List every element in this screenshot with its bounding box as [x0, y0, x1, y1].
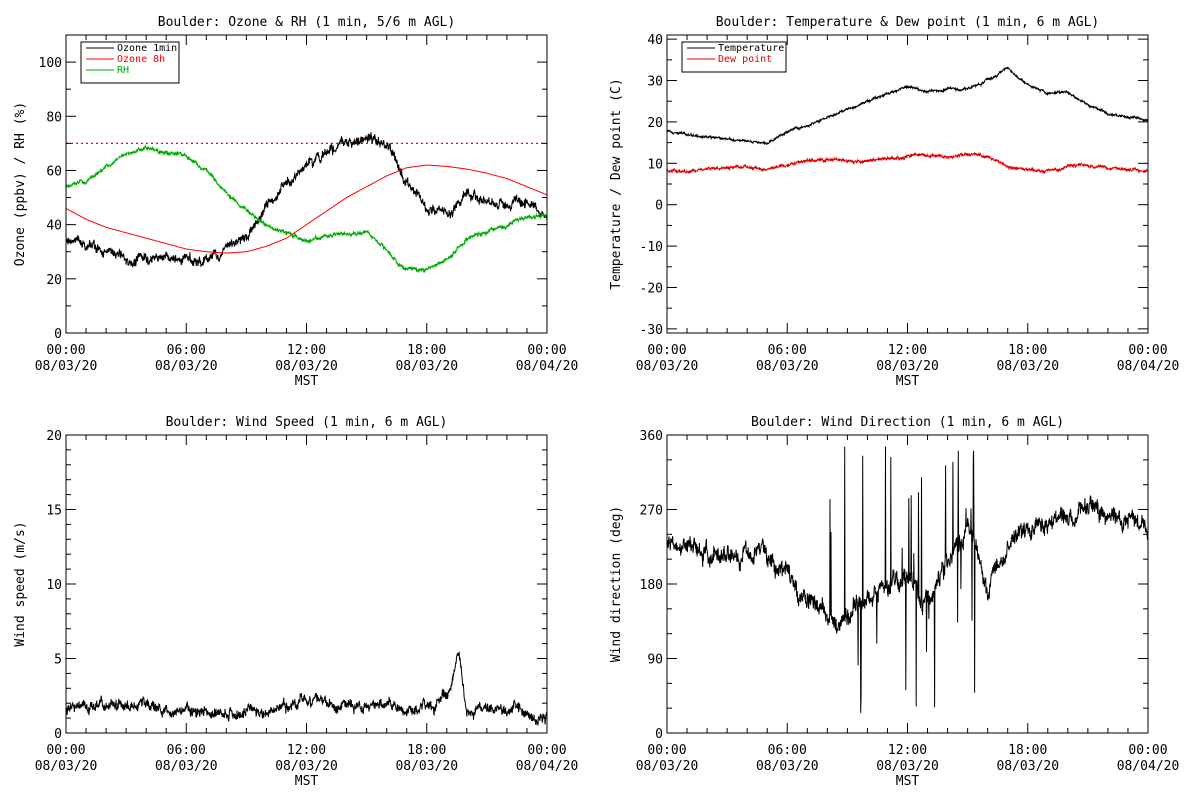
y-tick-label: 0 [54, 727, 62, 742]
x-tick-date-label: 08/04/20 [516, 759, 579, 774]
x-tick-date-label: 08/04/20 [1117, 359, 1180, 374]
x-tick-date-label: 08/03/20 [876, 759, 939, 774]
y-tick-label: 360 [640, 429, 663, 444]
x-axis-label: MST [295, 374, 319, 389]
x-tick-time-label: 12:00 [287, 343, 326, 358]
x-tick-date-label: 08/03/20 [275, 759, 338, 774]
legend-label: Temperature [718, 43, 784, 54]
y-tick-label: 80 [46, 110, 62, 125]
x-tick-time-label: 18:00 [1008, 343, 1047, 358]
x-tick-time-label: 00:00 [1128, 743, 1167, 758]
chart-title: Boulder: Temperature & Dew point (1 min,… [716, 15, 1100, 30]
series-line [66, 651, 547, 726]
x-axis-label: MST [295, 774, 319, 789]
y-axis-label: Temperature / Dew point (C) [609, 78, 624, 289]
x-tick-time-label: 00:00 [527, 343, 566, 358]
x-tick-date-label: 08/03/20 [756, 759, 819, 774]
legend-label: Dew point [718, 54, 772, 65]
y-tick-label: 180 [640, 578, 663, 593]
x-tick-time-label: 00:00 [647, 743, 686, 758]
series-line-dew-point [667, 151, 1148, 175]
series-line-temperature [667, 66, 1148, 146]
x-tick-time-label: 12:00 [287, 743, 326, 758]
y-tick-label: 270 [640, 504, 663, 519]
x-tick-date-label: 08/03/20 [35, 759, 98, 774]
x-axis-label: MST [896, 774, 920, 789]
series-line [667, 446, 1148, 713]
legend [681, 41, 787, 73]
y-tick-label: 0 [655, 727, 663, 742]
x-tick-date-label: 08/03/20 [636, 759, 699, 774]
y-axis-label: Wind speed (m/s) [13, 521, 28, 646]
x-tick-time-label: 06:00 [167, 343, 206, 358]
legend-label: Ozone 1min [117, 43, 177, 54]
x-tick-time-label: 06:00 [167, 743, 206, 758]
x-tick-time-label: 00:00 [647, 343, 686, 358]
plot-frame [666, 434, 1149, 734]
series-line-ozone-8h [66, 164, 547, 254]
x-tick-time-label: 00:00 [46, 743, 85, 758]
y-tick-label: 40 [46, 219, 62, 234]
x-axis-label: MST [896, 374, 920, 389]
x-tick-date-label: 08/03/20 [636, 359, 699, 374]
x-tick-date-label: 08/03/20 [155, 359, 218, 374]
y-tick-label: 0 [655, 199, 663, 214]
chart-title: Boulder: Ozone & RH (1 min, 5/6 m AGL) [158, 15, 455, 30]
x-tick-date-label: 08/04/20 [1117, 759, 1180, 774]
x-tick-date-label: 08/03/20 [275, 359, 338, 374]
y-tick-label: 0 [54, 327, 62, 342]
y-tick-label: 90 [647, 653, 663, 668]
wind-direction-panel: Boulder: Wind Direction (1 min, 6 m AGL)… [609, 415, 1179, 789]
legend-label: RH [117, 65, 129, 76]
x-tick-time-label: 00:00 [1128, 343, 1167, 358]
x-tick-date-label: 08/03/20 [35, 359, 98, 374]
x-tick-time-label: 00:00 [46, 343, 85, 358]
x-tick-time-label: 00:00 [527, 743, 566, 758]
y-tick-label: -20 [640, 281, 663, 296]
x-tick-time-label: 18:00 [407, 343, 446, 358]
y-tick-label: 40 [647, 33, 663, 48]
x-tick-time-label: 06:00 [768, 743, 807, 758]
chart-title: Boulder: Wind Direction (1 min, 6 m AGL) [751, 415, 1064, 430]
x-tick-date-label: 08/03/20 [395, 359, 458, 374]
y-tick-label: -30 [640, 323, 663, 338]
x-tick-time-label: 12:00 [888, 743, 927, 758]
ozone-rh-panel: Boulder: Ozone & RH (1 min, 5/6 m AGL) O… [13, 15, 578, 389]
y-tick-label: 60 [46, 164, 62, 179]
x-tick-date-label: 08/03/20 [395, 759, 458, 774]
legend [80, 41, 180, 84]
x-tick-time-label: 12:00 [888, 343, 927, 358]
y-tick-label: 20 [647, 116, 663, 131]
temperature-dewpoint-panel: Boulder: Temperature & Dew point (1 min,… [609, 15, 1179, 389]
x-tick-date-label: 08/03/20 [756, 359, 819, 374]
chart-title: Boulder: Wind Speed (1 min, 6 m AGL) [166, 415, 448, 430]
y-tick-label: 100 [39, 56, 62, 71]
x-tick-date-label: 08/04/20 [516, 359, 579, 374]
y-tick-label: 20 [46, 273, 62, 288]
x-tick-date-label: 08/03/20 [996, 359, 1059, 374]
series-line-rh [66, 144, 547, 274]
y-tick-label: 15 [46, 504, 62, 519]
legend-label: Ozone 8h [117, 54, 165, 65]
y-tick-label: 10 [647, 157, 663, 172]
y-axis-label: Wind direction (deg) [609, 506, 624, 663]
x-tick-time-label: 18:00 [407, 743, 446, 758]
y-tick-label: 30 [647, 75, 663, 90]
y-tick-label: -10 [640, 240, 663, 255]
x-tick-time-label: 06:00 [768, 343, 807, 358]
x-tick-time-label: 18:00 [1008, 743, 1047, 758]
y-axis-label: Ozone (ppbv) / RH (%) [13, 102, 28, 266]
x-tick-date-label: 08/03/20 [876, 359, 939, 374]
series-line-ozone-1min [66, 132, 547, 268]
y-tick-label: 5 [54, 653, 62, 668]
wind-speed-panel: Boulder: Wind Speed (1 min, 6 m AGL) Win… [13, 415, 578, 789]
y-tick-label: 20 [46, 429, 62, 444]
plot-frame [666, 34, 1149, 334]
plot-frame [65, 434, 548, 734]
x-tick-date-label: 08/03/20 [155, 759, 218, 774]
x-tick-date-label: 08/03/20 [996, 759, 1059, 774]
y-tick-label: 10 [46, 578, 62, 593]
